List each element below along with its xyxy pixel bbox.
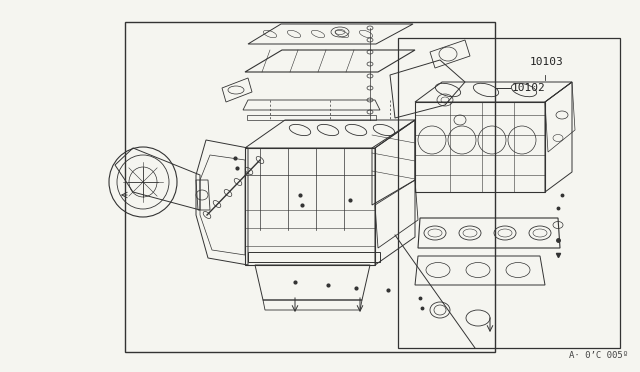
- Text: 10102: 10102: [512, 83, 546, 93]
- Bar: [398, 38, 620, 348]
- Text: 10103: 10103: [530, 57, 564, 67]
- Bar: [125, 22, 495, 352]
- Text: A· 0’C 005º: A· 0’C 005º: [569, 351, 628, 360]
